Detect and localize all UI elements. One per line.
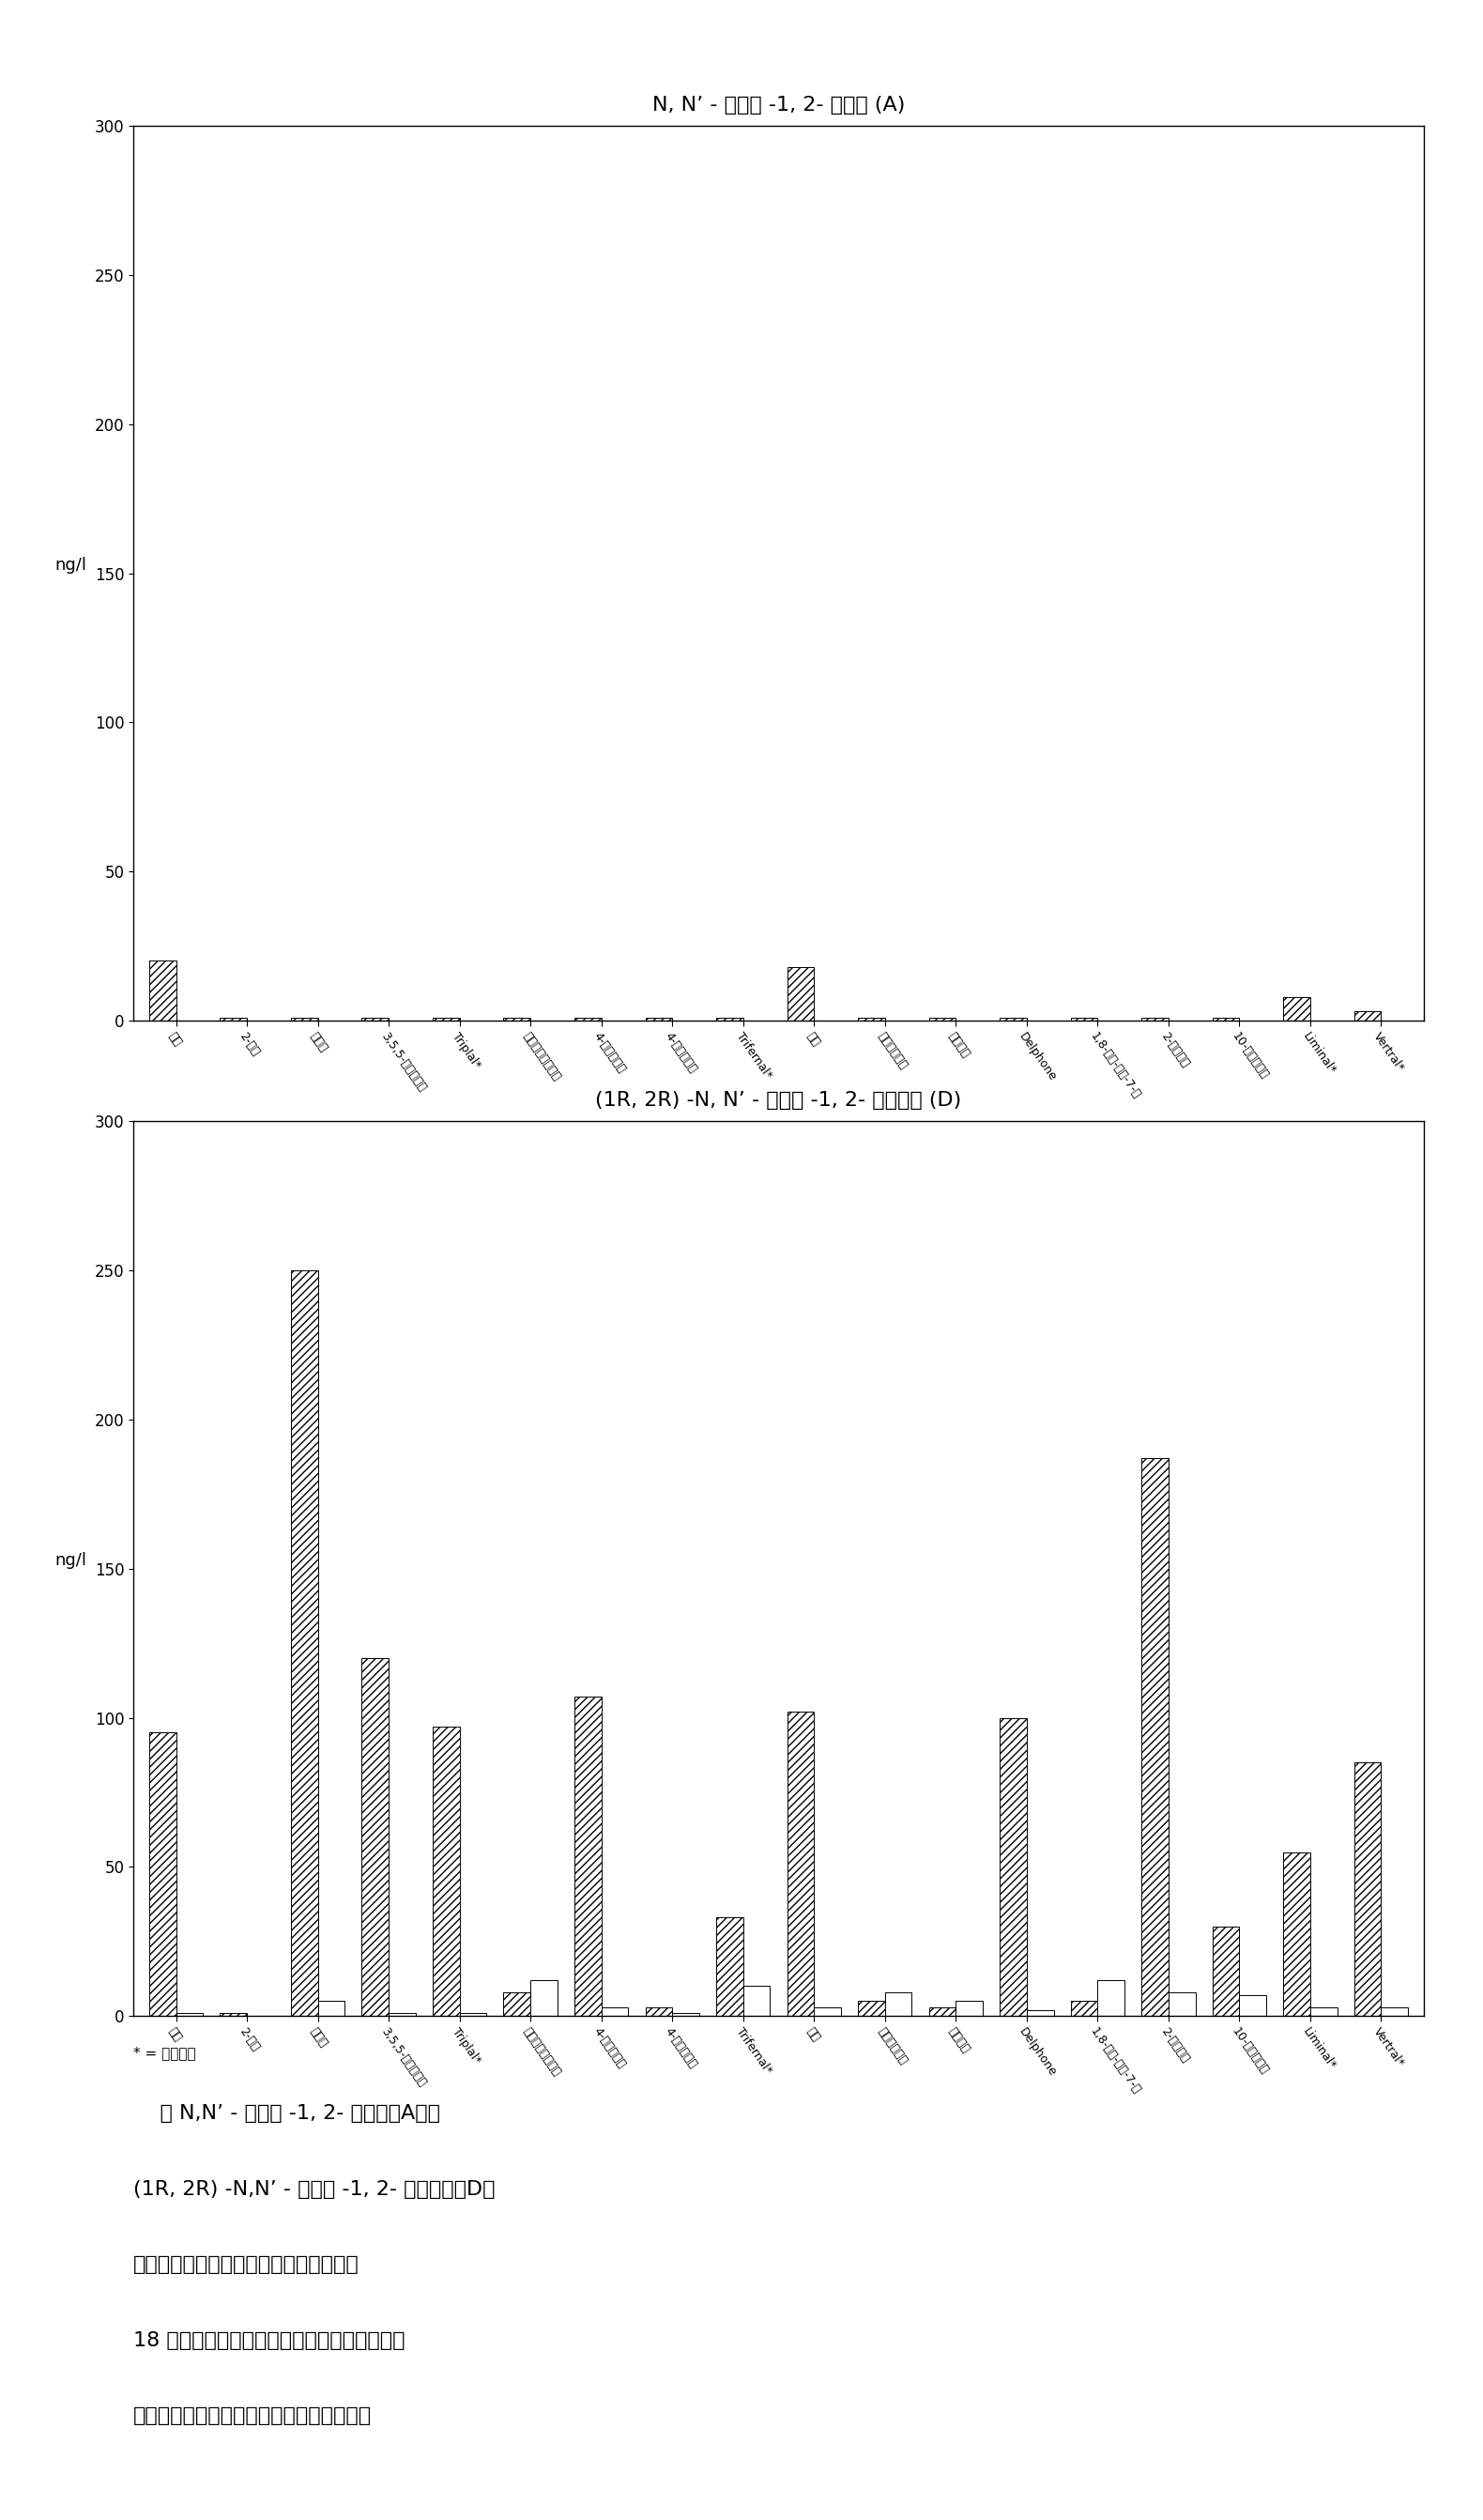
Title: (1R, 2R) -N, N’ - 二苄基 -1, 2- 环己二胺 (D): (1R, 2R) -N, N’ - 二苄基 -1, 2- 环己二胺 (D) (596, 1091, 961, 1109)
Bar (672, 2013, 698, 2016)
Bar (928, 1018, 957, 1021)
Bar (787, 968, 814, 1021)
Bar (317, 2001, 344, 2016)
Bar (885, 1993, 912, 2016)
Text: * = 注册商标: * = 注册商标 (133, 2046, 196, 2061)
Bar (1354, 1761, 1381, 2016)
Text: 18 种挥发性醇和酸的混合物在干织物上测定的: 18 种挥发性醇和酸的混合物在干织物上测定的 (133, 2331, 405, 2349)
Bar (1311, 2006, 1338, 2016)
Bar (1097, 1981, 1124, 2016)
Bar (362, 1018, 389, 1021)
Bar (1142, 1459, 1169, 2016)
Bar (1240, 1996, 1266, 2016)
Y-axis label: ng/l: ng/l (55, 557, 87, 575)
Bar (1283, 998, 1311, 1021)
Text: 在 N,N’ - 二甲基 -1, 2- 乙二胺（A）和: 在 N,N’ - 二甲基 -1, 2- 乙二胺（A）和 (133, 2104, 440, 2122)
Text: 存在（灰条）或不存在（白条）下，对于: 存在（灰条）或不存在（白条）下，对于 (133, 2255, 359, 2273)
Bar (859, 1018, 885, 1021)
Bar (645, 1018, 672, 1021)
Bar (859, 2001, 885, 2016)
Bar (389, 2013, 415, 2016)
Bar (150, 1734, 176, 2016)
Bar (433, 1018, 460, 1021)
Bar (1071, 1018, 1097, 1021)
Title: N, N’ - 二甲基 -1, 2- 乙二胺 (A): N, N’ - 二甲基 -1, 2- 乙二胺 (A) (653, 96, 905, 113)
Bar (574, 1696, 601, 2016)
Bar (504, 1993, 531, 2016)
Bar (531, 1981, 558, 2016)
Bar (928, 2006, 957, 2016)
Bar (291, 1270, 317, 2016)
Bar (1000, 1719, 1026, 2016)
Bar (601, 2006, 629, 2016)
Bar (219, 1018, 246, 1021)
Y-axis label: ng/l: ng/l (55, 1552, 87, 1567)
Bar (645, 2006, 672, 2016)
Bar (1169, 1993, 1195, 2016)
Bar (504, 1018, 531, 1021)
Bar (362, 1658, 389, 2016)
Bar (219, 2013, 246, 2016)
Bar (743, 1986, 770, 2016)
Bar (1283, 1852, 1311, 2016)
Bar (957, 2001, 983, 2016)
Bar (1213, 1018, 1240, 1021)
Bar (787, 1711, 814, 2016)
Bar (433, 1726, 460, 2016)
Bar (1071, 2001, 1097, 2016)
Bar (1142, 1018, 1169, 1021)
Bar (574, 1018, 601, 1021)
Bar (1381, 2006, 1407, 2016)
Bar (176, 2013, 203, 2016)
Bar (1026, 2011, 1053, 2016)
Bar (1000, 1018, 1026, 1021)
Bar (716, 1018, 743, 1021)
Text: 顶空浓度的比较（以相同的标度表示数据）: 顶空浓度的比较（以相同的标度表示数据） (133, 2407, 372, 2424)
Bar (291, 1018, 317, 1021)
Text: (1R, 2R) -N,N’ - 二苄基 -1, 2- 环己二胺（D）: (1R, 2R) -N,N’ - 二苄基 -1, 2- 环己二胺（D） (133, 2180, 495, 2197)
Bar (1213, 1925, 1240, 2016)
Bar (716, 1918, 743, 2016)
Bar (460, 2013, 486, 2016)
Bar (814, 2006, 841, 2016)
Bar (150, 960, 176, 1021)
Bar (1354, 1011, 1381, 1021)
